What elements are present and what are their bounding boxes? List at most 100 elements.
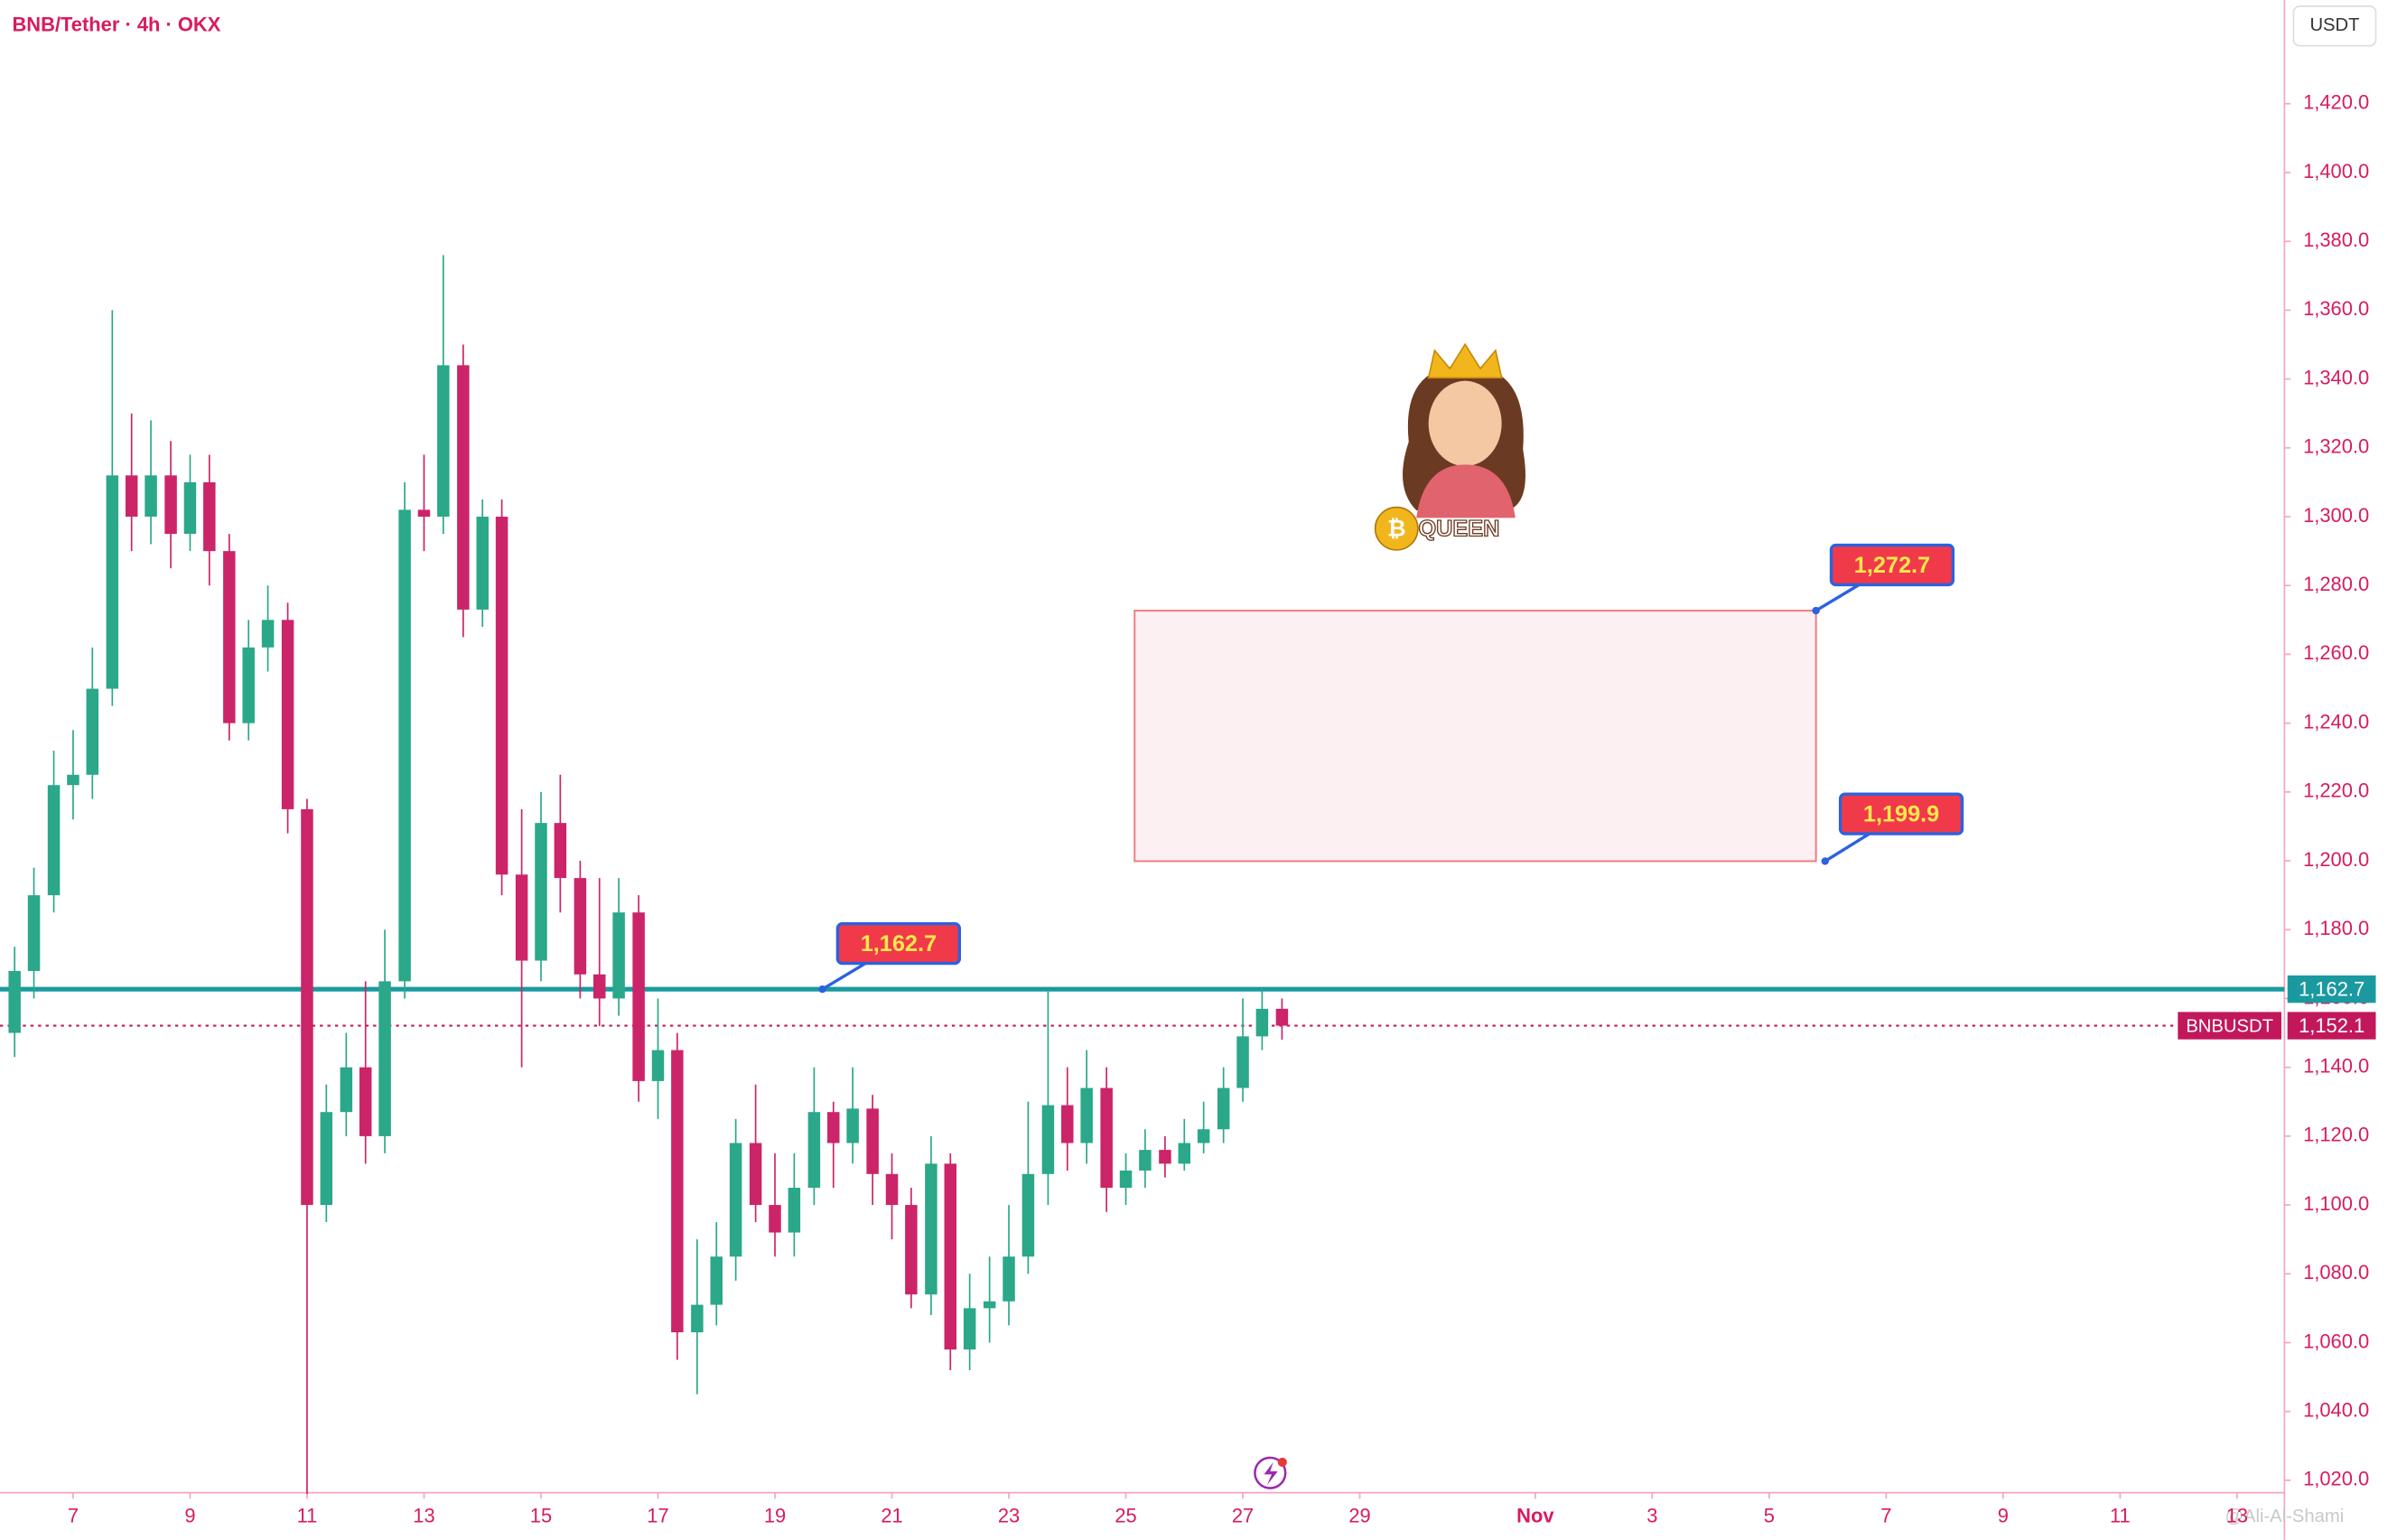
- callout-anchor: [1812, 606, 1820, 615]
- x-tick-label: 5: [1764, 1504, 1775, 1526]
- candle-body: [86, 688, 99, 775]
- target-zone: [1133, 610, 1817, 863]
- candle-body: [301, 808, 313, 1206]
- resistance-axis-box: [2287, 975, 2376, 1003]
- candle-body: [944, 1163, 957, 1350]
- sticker-text: QUEEN: [1418, 517, 1499, 542]
- candle-body: [145, 475, 157, 518]
- y-tick-label: 1,200.0: [2303, 848, 2369, 871]
- candle-body: [749, 1143, 762, 1206]
- candle-body: [164, 475, 177, 535]
- candle-body: [1061, 1105, 1074, 1143]
- candle-body: [710, 1256, 723, 1305]
- resistance-axis-label: 1,162.7: [2299, 978, 2365, 1001]
- candle-body: [963, 1308, 976, 1350]
- candle-body: [183, 481, 197, 535]
- lightning-icon[interactable]: [1254, 1456, 1287, 1489]
- candle-body: [1197, 1129, 1210, 1143]
- sticker-coin: [1374, 506, 1419, 551]
- y-tick-label: 1,400.0: [2303, 160, 2369, 182]
- last-price-axis-box: [2287, 1012, 2376, 1040]
- sticker-crown: [1427, 342, 1503, 379]
- callout-anchor: [818, 985, 826, 994]
- candle-body: [729, 1143, 742, 1257]
- candle-body: [1139, 1150, 1152, 1171]
- candle-body: [592, 974, 606, 999]
- y-tick-label: 1,020.0: [2303, 1468, 2369, 1490]
- candle-body: [106, 475, 119, 689]
- candle-body: [27, 895, 41, 971]
- x-tick-label: 13: [413, 1504, 434, 1526]
- candle-body: [807, 1112, 821, 1189]
- candle-body: [515, 874, 528, 961]
- y-tick-label: 1,140.0: [2303, 1054, 2369, 1077]
- sticker-face: [1428, 380, 1502, 467]
- x-tick-label: 23: [998, 1504, 1020, 1526]
- callout-box: [1838, 792, 1964, 835]
- candle-body: [866, 1108, 879, 1174]
- currency-box[interactable]: [2292, 5, 2377, 47]
- callout-box: [1829, 543, 1955, 587]
- candle-body: [417, 509, 431, 518]
- candle-body: [788, 1188, 801, 1233]
- candle-body: [632, 912, 645, 1081]
- sticker-coin-mark: ₿: [1387, 517, 1406, 542]
- candle-body: [651, 1050, 665, 1081]
- candle-body: [1119, 1170, 1133, 1189]
- y-tick-label: 1,300.0: [2303, 504, 2369, 527]
- candle-body: [983, 1301, 996, 1309]
- y-tick-label: 1,340.0: [2303, 366, 2369, 388]
- callout-box: [835, 921, 962, 966]
- candle-body: [925, 1163, 937, 1295]
- candle-body: [378, 981, 391, 1136]
- sticker-shirt: [1416, 464, 1516, 518]
- y-tick-label: 1,060.0: [2303, 1330, 2369, 1352]
- symbol-label: BNBUSDT: [2186, 1017, 2273, 1037]
- candle-body: [1003, 1256, 1015, 1302]
- icon-bolt: [1264, 1461, 1278, 1486]
- y-tick-label: 1,360.0: [2303, 297, 2369, 320]
- candle-body: [1178, 1143, 1191, 1164]
- x-tick-label: 7: [1880, 1504, 1891, 1526]
- x-tick-label: 11: [297, 1504, 318, 1526]
- candle-body: [8, 970, 21, 1033]
- y-tick-label: 1,240.0: [2303, 710, 2369, 733]
- candle-body: [359, 1067, 372, 1136]
- x-tick-label: 7: [68, 1504, 79, 1526]
- candle-body: [1236, 1036, 1249, 1088]
- candle-body: [203, 481, 216, 552]
- callout-anchor: [1821, 857, 1829, 865]
- currency-label: USDT: [2309, 15, 2359, 35]
- candle-body: [1275, 1008, 1289, 1026]
- candle-body: [47, 785, 61, 896]
- y-tick-label: 1,220.0: [2303, 779, 2369, 802]
- candle-body: [574, 878, 587, 975]
- candle-body: [691, 1304, 704, 1333]
- y-tick-label: 1,260.0: [2303, 641, 2369, 664]
- candle-body: [885, 1173, 899, 1206]
- candle-body: [320, 1112, 333, 1206]
- x-tick-label: 3: [1646, 1504, 1657, 1526]
- symbol-box: [2178, 1012, 2281, 1040]
- x-tick-label: 19: [764, 1504, 786, 1526]
- x-tick-label: 25: [1115, 1504, 1136, 1526]
- candle-body: [281, 620, 294, 809]
- sticker: ₿ QUEEN: [1374, 342, 1525, 551]
- candle-body: [437, 365, 450, 518]
- candle-body: [612, 912, 625, 999]
- y-tick-label: 1,280.0: [2303, 573, 2369, 595]
- callout-label: 1,199.9: [1863, 802, 1939, 827]
- candle-body: [1159, 1150, 1171, 1164]
- candle-body: [223, 551, 236, 723]
- candle-body: [1041, 1105, 1055, 1174]
- candle-body: [398, 509, 411, 982]
- icon-dot: [1277, 1457, 1287, 1467]
- y-tick-label: 1,420.0: [2303, 91, 2369, 114]
- x-tick-label: 29: [1348, 1504, 1370, 1526]
- x-tick-label: Nov: [1516, 1504, 1554, 1526]
- x-tick-label: 13: [2226, 1504, 2248, 1526]
- x-tick-label: 27: [1232, 1504, 1254, 1526]
- candle-body: [340, 1067, 353, 1113]
- candle-body: [125, 475, 138, 518]
